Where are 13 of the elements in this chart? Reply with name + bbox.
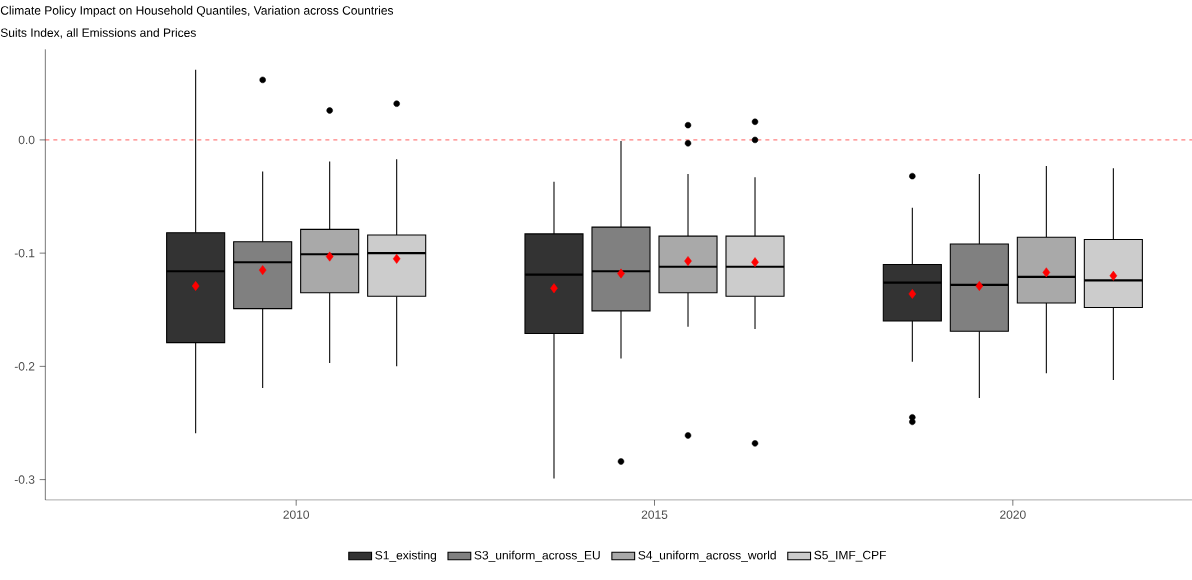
- y-tick-label: -0.1: [14, 248, 35, 258]
- x-tick-label: 2020: [1000, 510, 1026, 519]
- x-tick-label: 2015: [641, 510, 668, 519]
- x-tick-label: 2010: [283, 510, 310, 519]
- legend-label: S3_uniform_across_EU: [474, 550, 600, 562]
- legend-label: S1_existing: [375, 550, 437, 562]
- y-tick-label: 0.0: [18, 135, 35, 145]
- chart-title: Climate Policy Impact on Household Quantiles, Variation across Countries: [0, 5, 394, 18]
- legend-label: S5_IMF_CPF: [814, 550, 886, 562]
- chart-subtitle: Suits Index, all Emissions and Prices: [0, 28, 196, 39]
- y-tick-label: -0.2: [14, 362, 35, 371]
- legend-label: S4_uniform_across_world: [638, 550, 776, 562]
- y-tick-label: -0.3: [14, 475, 35, 484]
